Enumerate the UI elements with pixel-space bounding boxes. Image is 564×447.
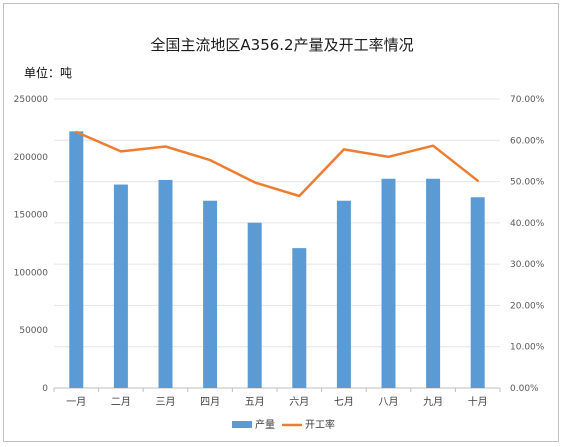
right-axis-tick-label: 30.00% (510, 260, 545, 270)
legend-swatch-bar (232, 421, 252, 428)
right-axis-tick-label: 70.00% (510, 95, 545, 105)
series-line (75, 130, 479, 198)
bar (336, 200, 351, 388)
category-label: 七月 (334, 396, 354, 408)
category-label: 六月 (289, 396, 309, 408)
left-axis-tick-label: 200000 (14, 153, 49, 163)
category-label: 十月 (468, 395, 488, 408)
right-axis-tick-label: 60.00% (510, 136, 545, 146)
left-axis-tick-label: 250000 (14, 95, 49, 105)
category-label: 二月 (111, 396, 131, 408)
category-label: 八月 (379, 396, 399, 408)
bar (203, 200, 218, 388)
bar (158, 179, 173, 388)
category-label: 五月 (245, 396, 265, 408)
legend-label: 产量 (255, 418, 275, 431)
bar (381, 178, 396, 388)
category-label: 一月 (66, 396, 86, 408)
chart-title: 全国主流地区A356.2产量及开工率情况 (150, 36, 414, 54)
right-axis-tick-label: 50.00% (510, 178, 545, 188)
bar (426, 178, 441, 388)
left-axis-tick-label: 150000 (14, 211, 49, 221)
right-axis-tick-label: 0.00% (510, 384, 539, 394)
right-axis-tick-label: 10.00% (510, 343, 545, 353)
category-label: 四月 (200, 396, 220, 408)
unit-label: 单位：吨 (24, 66, 73, 80)
bar (247, 222, 262, 388)
bar (292, 248, 307, 388)
bar (69, 131, 84, 389)
left-axis-tick-label: 100000 (14, 268, 49, 278)
legend-label: 开工率 (305, 418, 335, 431)
left-axis-tick-label: 50000 (19, 326, 48, 336)
category-label: 三月 (156, 396, 176, 408)
category-label: 九月 (423, 396, 443, 408)
bar (113, 184, 128, 388)
right-axis-tick-label: 40.00% (510, 219, 545, 229)
right-axis-tick-label: 20.00% (510, 301, 545, 311)
left-axis-tick-label: 0 (42, 384, 48, 394)
bar (470, 197, 485, 388)
